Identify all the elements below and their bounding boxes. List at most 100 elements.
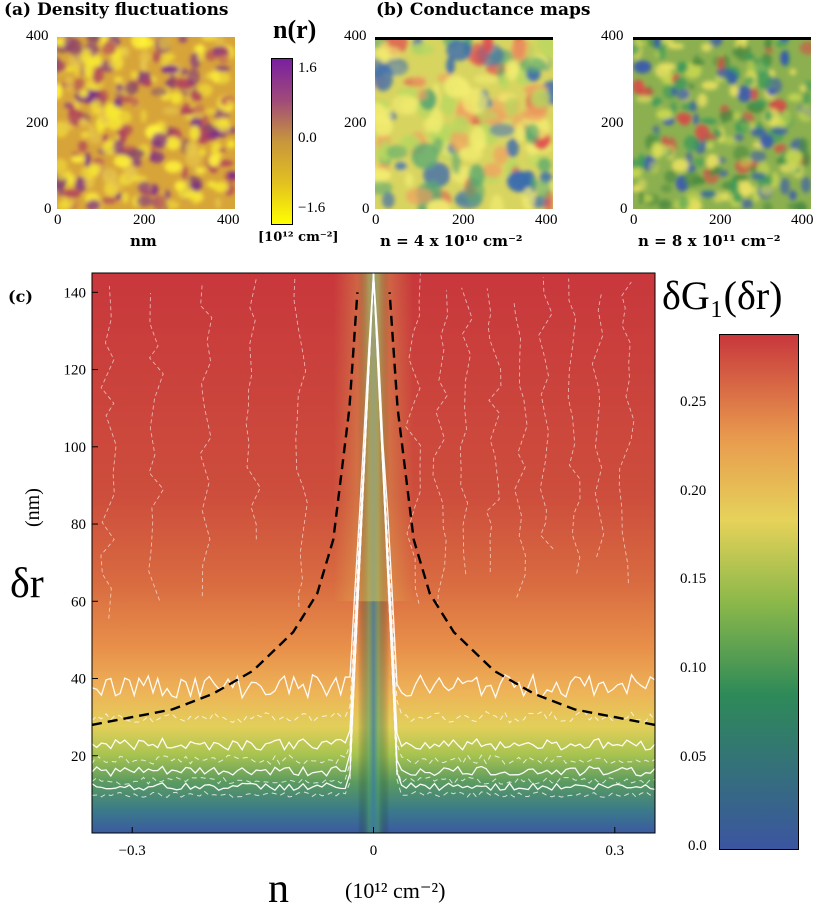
map-top-border [375,37,553,40]
y-tick-label: 40 [71,672,86,688]
map-blob [507,170,532,193]
map-blob [189,91,203,102]
map-blob [489,194,504,209]
map-blob [732,174,749,182]
panel-c-xlabel-unit: (10¹² cm⁻²) [345,878,446,903]
map-blob [721,191,730,202]
map-blob [735,125,742,133]
map-blob [92,67,104,85]
density-colorbar-tick-min: −1.6 [298,200,326,216]
conductance-colorbar [719,334,799,850]
map-blob [671,86,678,96]
map-blob [115,83,124,92]
map-blob [660,62,676,71]
map-blob [780,111,792,126]
map-blob [798,137,809,154]
map-blob [429,108,443,133]
map-blob [132,37,139,45]
map-blob [166,53,175,61]
heatmap-frame [91,272,656,834]
map-blob [699,118,718,125]
map-blob [505,59,519,81]
map-blob [225,99,234,111]
map-blob [187,67,200,86]
map-blob [101,196,117,204]
map-blob [57,158,68,173]
map-blob [661,74,674,85]
map-blob [536,179,551,200]
map-blob [185,141,199,157]
map-blob [111,180,124,191]
map-blob [653,144,669,156]
map1-ytick-0: 0 [362,201,370,217]
map-blob [505,96,519,117]
panel-a-title: (a) Density fluctuations [4,0,229,20]
map-blob [458,147,483,162]
map-blob [196,167,206,175]
fit-curve-l [91,292,359,727]
map-blob [149,151,165,164]
map-blob [70,155,85,163]
panel-c-xlabel-symbol: n [268,866,289,912]
map-blob [729,85,739,97]
map-blob [525,123,540,145]
map-blob [706,142,714,149]
map2-ytick-200: 200 [601,115,624,131]
map-blob [489,123,515,138]
map-blob [90,60,103,67]
map-blob [391,94,418,115]
density-colorbar [271,58,293,225]
map-blob [111,53,124,71]
map2-xtick-400: 400 [791,212,814,228]
map-blob [382,192,395,209]
map-blob [441,91,456,116]
map-blob [733,133,744,142]
map-blob [799,41,811,55]
map-blob [57,172,69,181]
map-blob [417,88,428,101]
map-blob [747,61,756,78]
map-blob [158,37,171,50]
map-blob [178,187,195,200]
map-blob [684,62,702,79]
map-blob [78,118,88,127]
map-blob [779,163,797,174]
map-blob [633,43,640,56]
map-blob [197,43,204,62]
colorbar-tick-005: 0.05 [680,749,707,765]
map-blob [79,89,89,98]
map-blob [729,178,739,193]
map-blob [737,85,752,103]
map-blob [744,76,755,86]
map-blob [170,91,183,105]
map-blob [80,131,89,139]
map-blob [191,181,201,193]
map-blob [375,181,393,195]
map-blob [411,143,439,169]
map-blob [203,123,216,132]
map-blob [499,73,510,90]
x-tick-label: −0.3 [119,843,146,859]
map-blob [115,193,122,200]
map-blob [57,124,72,131]
map1-ytick-400: 400 [344,28,367,44]
map-blob [113,139,124,155]
map-blob [66,38,83,56]
panel-c-ylabel-unit: (nm) [22,488,44,527]
map-blob [119,95,133,103]
map-blob [227,171,235,180]
map-blob [412,76,427,88]
map-blob [652,125,660,134]
dashed-contour [618,281,635,584]
conductance-map-low-density [375,37,553,209]
heatmap-svg [91,272,656,833]
map-blob [143,77,153,87]
map-blob [468,164,485,187]
map-blob [217,46,230,64]
map-blob [750,150,767,163]
dashed-contour [432,290,448,606]
dashed-contour [91,275,656,798]
map-blob [750,127,767,137]
map2-ytick-400: 400 [601,28,624,44]
map-blob [649,161,659,174]
